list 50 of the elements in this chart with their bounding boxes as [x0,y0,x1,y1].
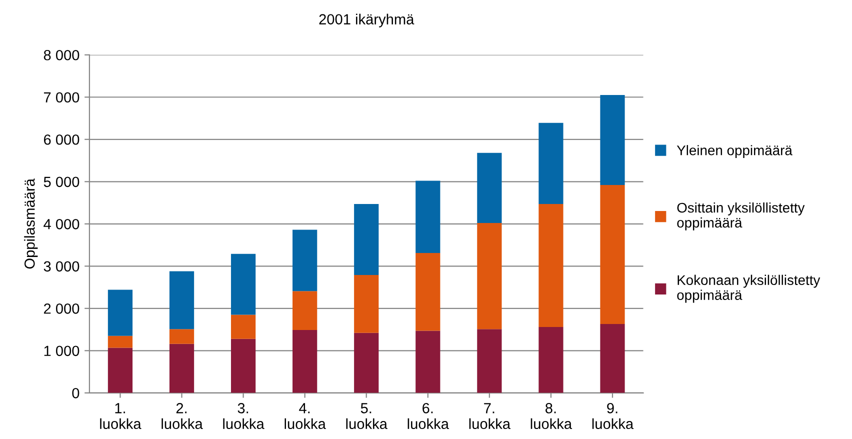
x-tick-label: 9. luokka [592,403,634,430]
y-tick-label: 1 000 [44,346,80,356]
legend-label: Kokonaan yksilöllistetty oppimäärä [677,274,820,303]
bar [169,344,194,393]
x-tick-label: 6. luokka [408,403,449,430]
bar [600,324,625,393]
bar [108,290,133,336]
bar [230,314,256,339]
y-tick-label: 2 000 [44,304,80,314]
y-tick-label: 4 000 [44,218,80,230]
bar [354,332,379,393]
bar [600,95,625,186]
bar [230,338,256,393]
bar [169,329,194,344]
bar [416,330,440,393]
bar [477,329,502,393]
y-tick-label: 7 000 [44,92,80,103]
bar [600,185,625,324]
y-tick-label: 3 000 [44,261,80,272]
bar [292,230,318,292]
x-tick-label: 5. luokka [346,403,388,430]
x-tick-label: 8. luokka [530,403,572,430]
bar [230,254,256,315]
bar [169,271,194,330]
x-tick-label: 1. luokka [100,403,142,430]
x-tick-label: 2. luokka [162,403,203,430]
bar [538,204,564,327]
bar [292,330,318,393]
y-tick-label: 5 000 [44,176,80,188]
x-tick-label: 4. luokka [284,403,326,430]
bar [477,223,502,330]
y-tick-label: 0 [72,388,80,398]
bar [416,253,440,331]
x-tick-label: 7. luokka [469,403,511,430]
bar [354,204,379,276]
bar [416,180,440,254]
bar [108,348,133,393]
y-tick-label: 6 000 [44,134,80,145]
bar [108,336,133,348]
bar [354,275,379,333]
x-tick-label: 3. luokka [223,403,264,430]
bar [538,326,564,393]
legend-label: Yleinen oppimäärä [676,145,792,158]
chart-title: 2001 ikäryhmä [319,14,414,28]
bar [477,152,502,224]
bar [538,122,564,204]
y-axis-title: Oppilasmäärä [24,178,38,269]
y-tick-label: 8 000 [44,50,80,60]
legend-label: Osittain yksilöllistetty oppimäärä [677,202,805,230]
bar [292,291,318,330]
